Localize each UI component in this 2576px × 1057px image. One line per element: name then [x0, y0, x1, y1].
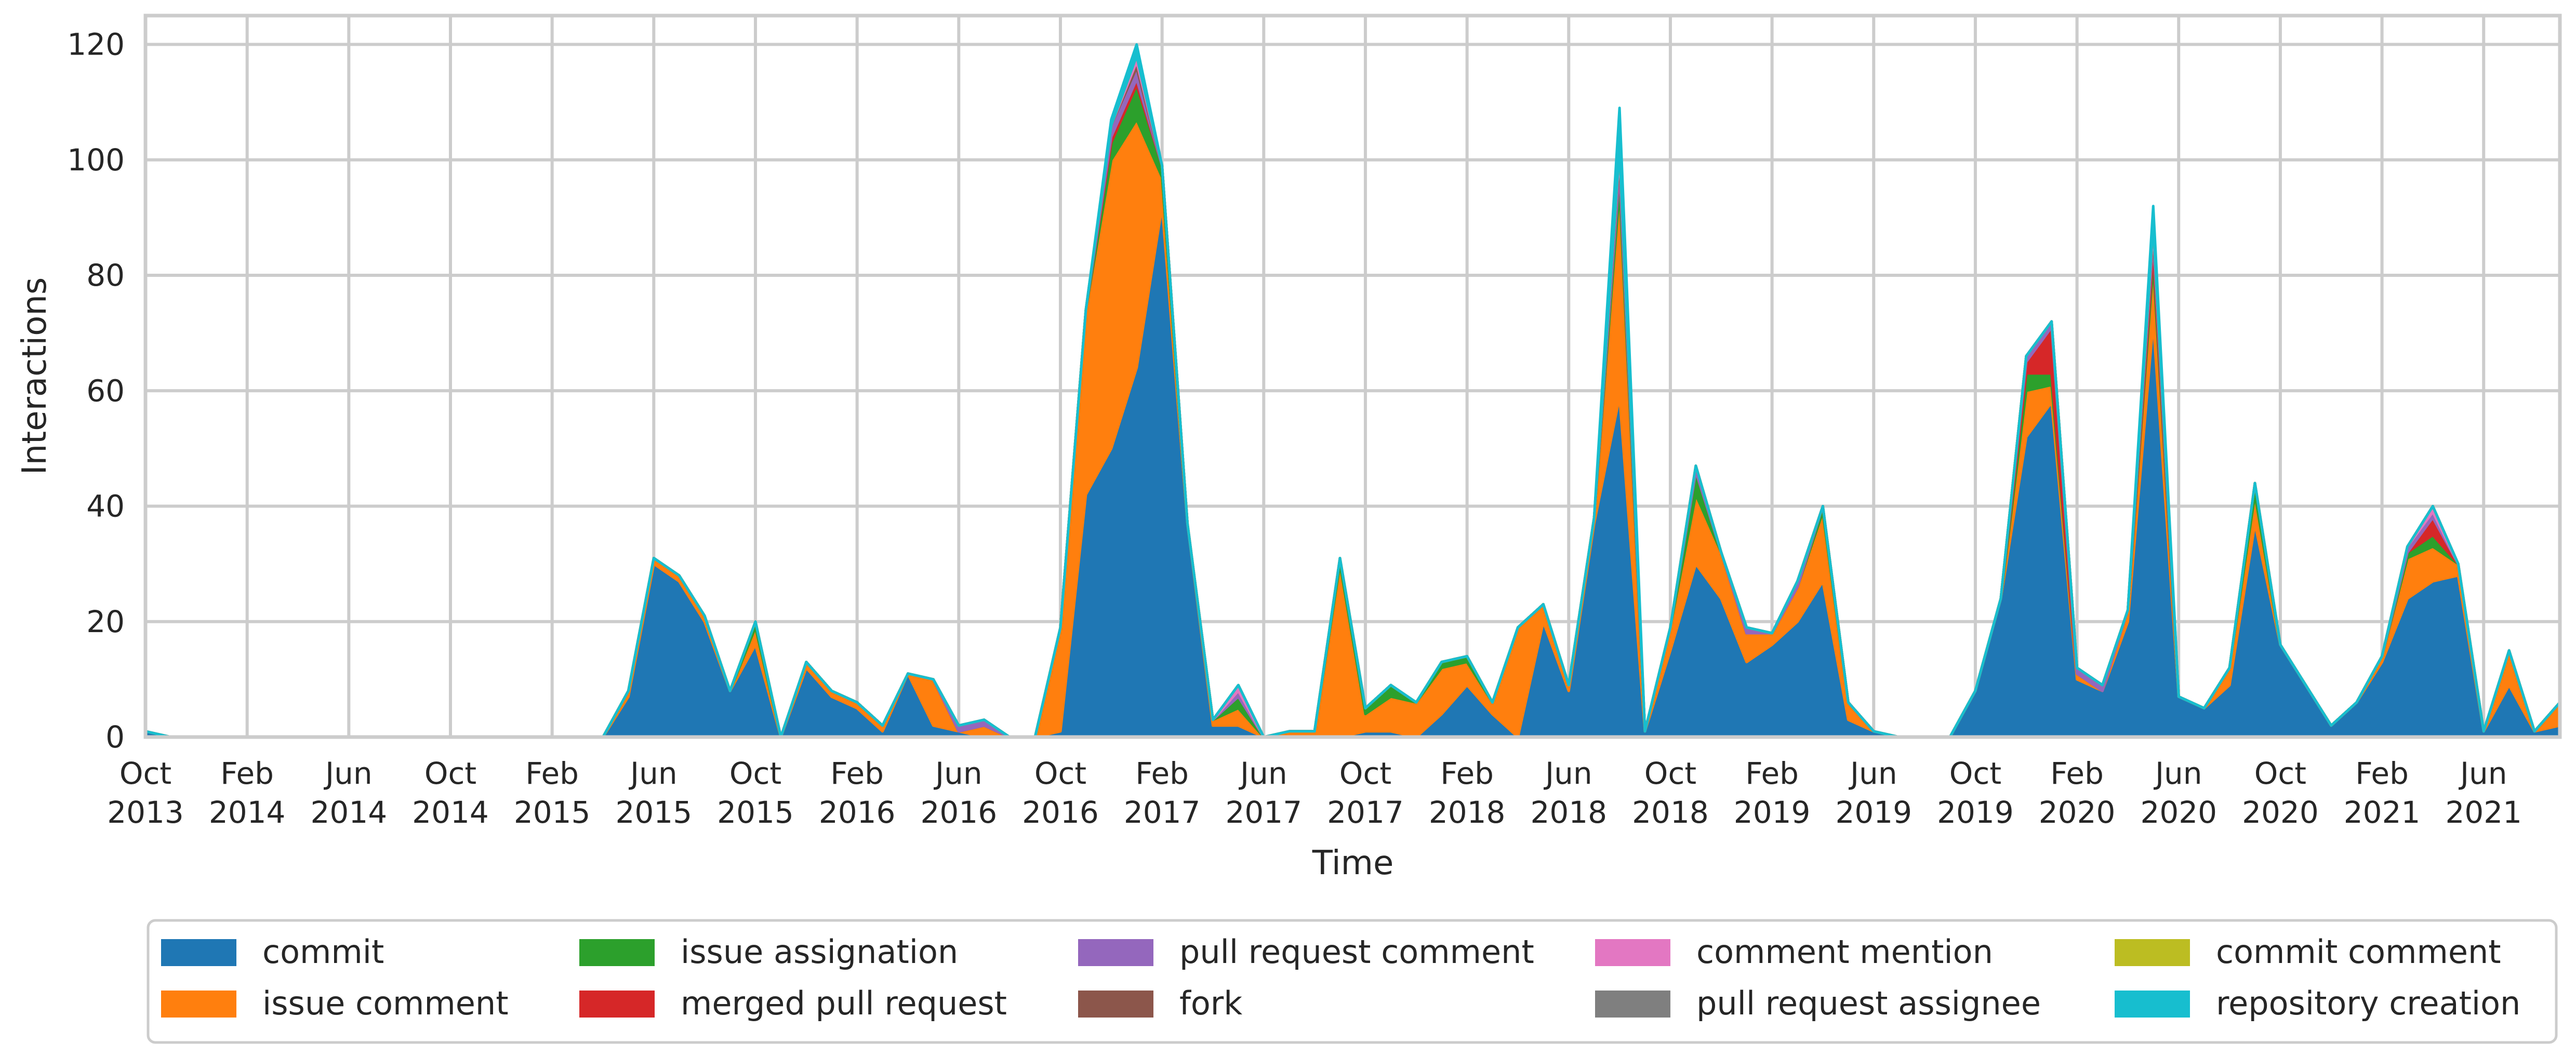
legend-swatch-pull-request-comment: [1078, 939, 1153, 966]
y-tick-label: 0: [105, 719, 125, 755]
legend-label-pull-request-assignee: pull request assignee: [1696, 984, 2041, 1022]
x-tick-label: Jun: [1544, 756, 1592, 791]
x-tick-label: Oct: [2254, 756, 2306, 791]
legend-items: commit issue comment issue assignation merg…: [161, 933, 2520, 1022]
x-tick-label: 2018: [1530, 795, 1607, 830]
legend-swatch-commit-comment: [2115, 939, 2190, 966]
x-tick-label: 2016: [819, 795, 896, 830]
legend-label-pull-request-comment: pull request comment: [1179, 933, 1534, 971]
x-tick-label: 2019: [1734, 795, 1811, 830]
x-tick-label: 2021: [2344, 795, 2421, 830]
x-tick-label: Jun: [2154, 756, 2202, 791]
x-tick-label: Oct: [1644, 756, 1696, 791]
legend-label-comment-mention: comment mention: [1696, 933, 1993, 971]
legend-label-repository-creation: repository creation: [2216, 984, 2520, 1022]
legend-label-issue-assignation: issue assignation: [681, 933, 958, 971]
legend-swatch-comment-mention: [1595, 939, 1670, 966]
x-tick-label: 2016: [921, 795, 998, 830]
x-tick-label: 2020: [2140, 795, 2217, 830]
x-tick-label: Feb: [220, 756, 274, 791]
legend-swatch-issue-assignation: [579, 939, 655, 966]
x-tick-label: Feb: [1745, 756, 1799, 791]
x-axis-title: Time: [1312, 844, 1394, 882]
legend-swatch-issue-comment: [161, 991, 236, 1018]
x-tick-label: 2017: [1327, 795, 1404, 830]
x-tick-label: 2019: [1937, 795, 2014, 830]
x-tick-label: 2018: [1429, 795, 1506, 830]
x-tick-label: Oct: [424, 756, 476, 791]
x-tick-label: 2014: [311, 795, 388, 830]
legend-label-fork: fork: [1179, 984, 1242, 1022]
x-tick-label: 2014: [412, 795, 489, 830]
legend-label-merged-pull-request: merged pull request: [681, 984, 1007, 1022]
x-axis-ticks: Oct 2013 Feb 2014 Jun 2014 Oct 2014 Feb 2015 Jun 20…: [107, 756, 2522, 830]
x-tick-label: 2020: [2242, 795, 2319, 830]
y-tick-label: 20: [86, 604, 125, 639]
x-tick-label: Oct: [119, 756, 171, 791]
legend: commit issue comment issue assignation merg…: [147, 919, 2558, 1044]
x-tick-label: 2018: [1632, 795, 1709, 830]
x-tick-label: Jun: [934, 756, 982, 791]
legend-label-commit-comment: commit comment: [2216, 933, 2501, 971]
x-tick-label: Jun: [1849, 756, 1897, 791]
x-tick-label: 2015: [514, 795, 591, 830]
legend-swatch-fork: [1078, 991, 1153, 1018]
legend-swatch-merged-pull-request: [579, 991, 655, 1018]
y-tick-label: 60: [86, 373, 125, 408]
x-tick-label: 2021: [2445, 795, 2522, 830]
x-tick-label: 2013: [107, 795, 184, 830]
x-tick-label: Feb: [525, 756, 579, 791]
x-tick-label: 2020: [2039, 795, 2116, 830]
x-tick-label: 2015: [616, 795, 693, 830]
legend-frame: [147, 919, 2558, 1044]
x-tick-label: Feb: [1440, 756, 1494, 791]
x-tick-label: 2017: [1124, 795, 1201, 830]
legend-swatch-pull-request-assignee: [1595, 991, 1670, 1018]
plot-frame: [143, 14, 2562, 739]
x-tick-label: Feb: [2050, 756, 2104, 791]
y-axis-ticks: 0 20 40 60 80 100 120: [67, 27, 125, 755]
x-tick-label: Oct: [729, 756, 781, 791]
x-tick-label: 2014: [209, 795, 286, 830]
x-tick-label: Feb: [830, 756, 884, 791]
y-tick-label: 100: [67, 142, 125, 178]
x-tick-label: Jun: [324, 756, 373, 791]
y-tick-label: 40: [86, 489, 125, 524]
x-tick-label: 2019: [1835, 795, 1912, 830]
x-tick-label: Oct: [1339, 756, 1391, 791]
legend-swatch-commit: [161, 939, 236, 966]
legend-label-commit: commit: [262, 933, 384, 971]
y-tick-label: 120: [67, 27, 125, 62]
y-tick-label: 80: [86, 258, 125, 293]
legend-swatch-repository-creation: [2115, 991, 2190, 1018]
x-tick-label: 2017: [1225, 795, 1302, 830]
x-tick-label: Feb: [2355, 756, 2409, 791]
legend-label-issue-comment: issue comment: [262, 984, 509, 1022]
x-tick-label: Jun: [2459, 756, 2507, 791]
x-tick-label: Jun: [629, 756, 678, 791]
x-tick-label: Jun: [1239, 756, 1287, 791]
x-tick-label: Oct: [1949, 756, 2001, 791]
x-tick-label: 2016: [1022, 795, 1099, 830]
x-tick-label: Feb: [1135, 756, 1189, 791]
y-axis-title: Interactions: [16, 277, 54, 475]
x-tick-label: 2015: [717, 795, 794, 830]
x-tick-label: Oct: [1034, 756, 1086, 791]
grid-lines: [144, 16, 2560, 739]
